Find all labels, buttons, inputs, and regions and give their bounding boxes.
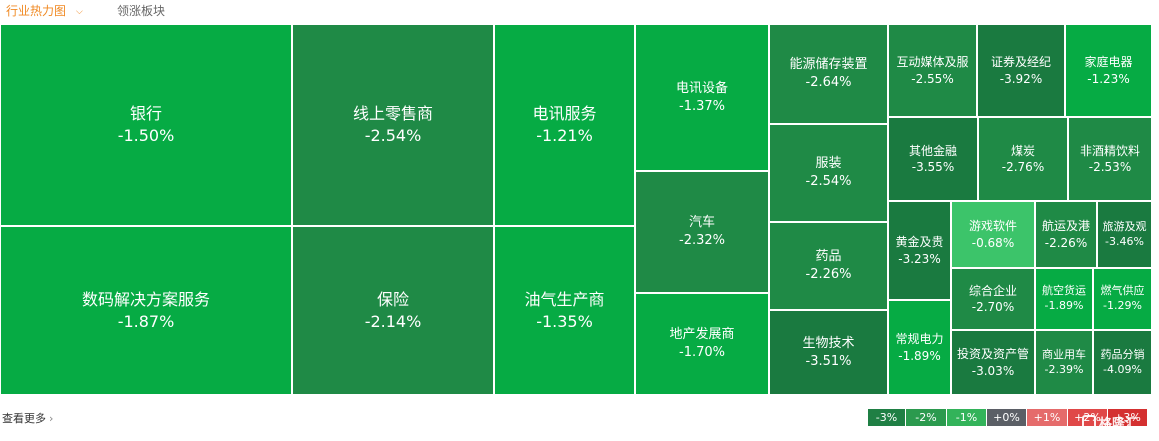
heatmap-tile[interactable]: 能源储存装置 -2.64%: [769, 24, 888, 124]
tab-bar: 行业热力图 ⌵ 领涨板块: [0, 0, 1159, 24]
heatmap-tile[interactable]: 证券及经纪 -3.92%: [977, 24, 1065, 117]
heatmap-tile[interactable]: 线上零售商 -2.54%: [292, 24, 494, 226]
heatmap-tile[interactable]: 银行 -1.50%: [0, 24, 292, 226]
industry-heatmap: 银行 -1.50% 数码解决方案服务 -1.87% 线上零售商 -2.54% 保险 -2…: [0, 24, 1152, 395]
tab-leading-sectors[interactable]: 领涨板块: [117, 4, 166, 18]
heatmap-tile[interactable]: 汽车 -2.32%: [635, 171, 769, 293]
logo-icon: [1082, 415, 1096, 429]
heatmap-tile[interactable]: 药品 -2.26%: [769, 222, 888, 310]
legend-item: -3%: [868, 409, 906, 426]
heatmap-tile[interactable]: 油气生产商 -1.35%: [494, 226, 635, 395]
heatmap-tile[interactable]: 煤炭 -2.76%: [978, 117, 1068, 201]
tab-industry-heatmap[interactable]: 行业热力图 ⌵: [6, 3, 83, 20]
legend-item: -1%: [947, 409, 987, 426]
heatmap-tile[interactable]: 燃气供应 -1.29%: [1093, 268, 1152, 330]
watermark-text: 格隆汇: [1099, 416, 1139, 432]
heatmap-tile[interactable]: 旅游及观 -3.46%: [1097, 201, 1152, 268]
chevron-down-icon[interactable]: ⌵: [76, 7, 83, 17]
see-more-label: 查看更多: [2, 412, 46, 425]
heatmap-tile[interactable]: 地产发展商 -1.70%: [635, 293, 769, 395]
heatmap-tile[interactable]: 数码解决方案服务 -1.87%: [0, 226, 292, 395]
see-more-link[interactable]: 查看更多 ›: [2, 410, 53, 426]
legend-item: -2%: [906, 409, 947, 426]
watermark: 格隆汇: [1082, 411, 1138, 433]
tab-industry-heatmap-label: 行业热力图: [6, 4, 67, 18]
heatmap-tile[interactable]: 电讯设备 -1.37%: [635, 24, 769, 171]
heatmap-tile[interactable]: 服装 -2.54%: [769, 124, 888, 222]
heatmap-tile[interactable]: 黄金及贵 -3.23%: [888, 201, 951, 300]
heatmap-tile[interactable]: 航运及港 -2.26%: [1035, 201, 1097, 268]
legend-item: +1%: [1027, 409, 1068, 426]
legend-item: +0%: [987, 409, 1027, 426]
heatmap-tile[interactable]: 药品分销 -4.09%: [1093, 330, 1152, 395]
heatmap-tile[interactable]: 保险 -2.14%: [292, 226, 494, 395]
heatmap-tile[interactable]: 家庭电器 -1.23%: [1065, 24, 1152, 117]
heatmap-tile[interactable]: 其他金融 -3.55%: [888, 117, 978, 201]
chevron-right-icon: ›: [49, 412, 54, 425]
heatmap-tile[interactable]: 投资及资产管 -3.03%: [951, 330, 1035, 395]
legend-item: +3%: [1108, 409, 1148, 426]
heatmap-tile[interactable]: 非酒精饮料 -2.53%: [1068, 117, 1152, 201]
heatmap-tile[interactable]: 商业用车 -2.39%: [1035, 330, 1093, 395]
heatmap-tile[interactable]: 互动媒体及服 -2.55%: [888, 24, 977, 117]
heatmap-tile[interactable]: 电讯服务 -1.21%: [494, 24, 635, 226]
heatmap-tile[interactable]: 综合企业 -2.70%: [951, 268, 1035, 330]
heatmap-tile[interactable]: 航空货运 -1.89%: [1035, 268, 1093, 330]
heatmap-tile[interactable]: 游戏软件 -0.68%: [951, 201, 1035, 268]
heatmap-tile[interactable]: 常规电力 -1.89%: [888, 300, 951, 395]
heatmap-tile[interactable]: 生物技术 -3.51%: [769, 310, 888, 395]
